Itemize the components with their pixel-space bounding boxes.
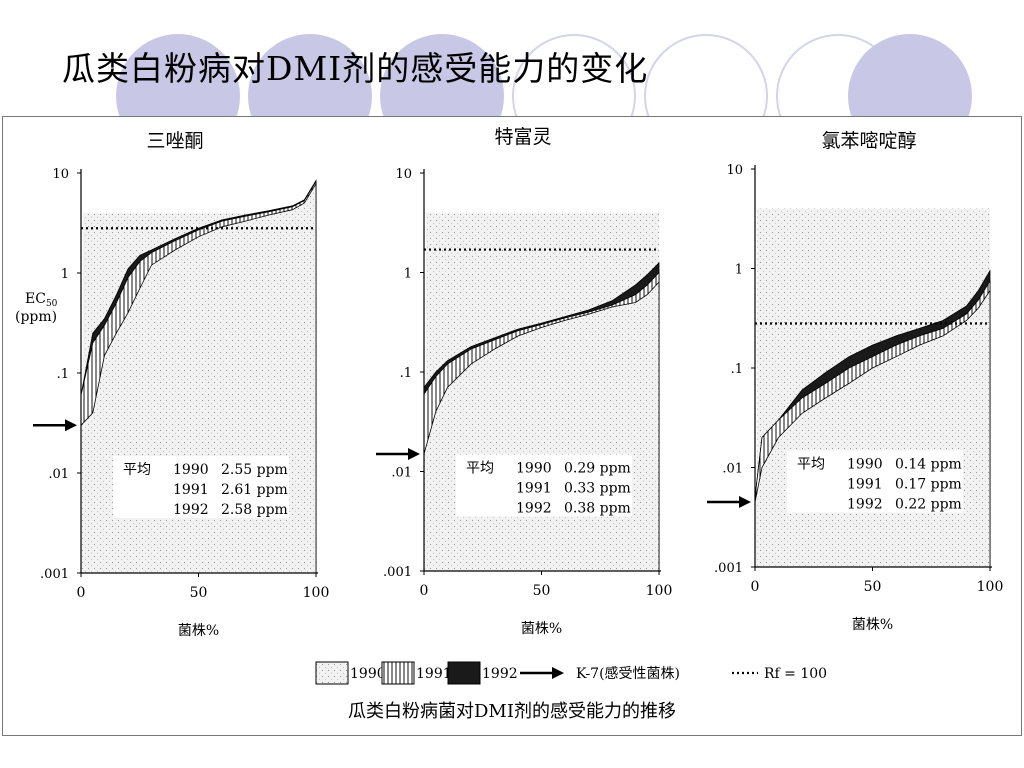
figure-caption: 瓜类白粉病菌对DMI剂的感受能力的推移 <box>348 701 676 722</box>
mean-box <box>456 454 632 517</box>
y-axis-label: EC50 <box>25 291 58 309</box>
k7-arrow-head <box>739 496 751 509</box>
legend-swatch-1992 <box>447 661 481 685</box>
x-axis-label: 菌株% <box>178 623 219 639</box>
y-tick-label: .001 <box>714 561 743 576</box>
legend-label-1992: 1992 <box>482 666 518 682</box>
mean-value: 0.29 ppm <box>564 461 631 477</box>
y-tick-label: 10 <box>52 167 69 182</box>
slide-title: 瓜类白粉病对DMI剂的感受能力的变化 <box>62 49 649 88</box>
mean-year: 1991 <box>847 477 883 493</box>
legend-swatch-1991 <box>381 661 415 685</box>
mean-box <box>787 450 963 513</box>
mean-value: 0.33 ppm <box>564 481 631 497</box>
legend-swatch-1990 <box>315 661 349 685</box>
y-tick-label: 1 <box>61 267 69 282</box>
chart-2: 特富灵 10 1 .1 .01 .001 0 50 100 菌株% 平均 1990 0.29 ppm 19… <box>376 126 672 637</box>
y-tick-label: 1 <box>735 263 743 278</box>
mean-year: 1990 <box>516 461 552 477</box>
mean-box <box>113 455 289 518</box>
y-tick-label: .1 <box>57 367 69 382</box>
mean-year: 1990 <box>173 462 209 478</box>
x-tick-label: 50 <box>190 585 208 601</box>
chart-title: 氯苯嘧啶醇 <box>821 130 916 152</box>
x-axis-label: 菌株% <box>521 621 562 637</box>
y-tick-label: .1 <box>400 366 412 381</box>
mean-value: 0.22 ppm <box>895 497 962 513</box>
y-tick-label: .01 <box>722 462 743 477</box>
y-tick-label: .01 <box>48 467 69 482</box>
k7-arrow-head <box>65 419 77 432</box>
k7-arrow-head <box>408 447 420 460</box>
mean-value: 2.55 ppm <box>221 462 288 478</box>
x-tick-label: 100 <box>303 585 330 601</box>
mean-label: 平均 <box>797 457 825 473</box>
chart-1: 三唑酮 10 1 .1 .01 .001 0 50 100 菌株% 平均 1990 2.55 ppm 19… <box>33 130 329 639</box>
mean-year: 1992 <box>173 502 209 518</box>
y-tick-label: .01 <box>391 466 412 481</box>
y-tick-label: 10 <box>726 163 743 178</box>
mean-value: 0.14 ppm <box>895 457 962 473</box>
x-axis-label: 菌株% <box>852 617 893 633</box>
mean-year: 1991 <box>173 482 209 498</box>
y-tick-label: 10 <box>395 167 412 182</box>
x-tick-label: 0 <box>751 579 760 595</box>
x-tick-label: 100 <box>646 583 673 599</box>
y-tick-label: .1 <box>731 362 743 377</box>
legend-arrow-label: K-7(感受性菌株) <box>576 665 680 682</box>
y-tick-label: 1 <box>404 267 412 282</box>
x-tick-label: 50 <box>533 583 551 599</box>
legend-label-1990: 1990 <box>350 666 386 682</box>
legend-dotted-label: Rf = 100 <box>764 666 827 682</box>
mean-label: 平均 <box>123 462 151 478</box>
mean-label: 平均 <box>466 461 494 477</box>
x-tick-label: 0 <box>420 583 429 599</box>
mean-value: 2.58 ppm <box>221 502 288 518</box>
mean-year: 1992 <box>516 501 552 517</box>
chart-3: 氯苯嘧啶醇 10 1 .1 .01 .001 0 50 100 菌株% 平均 1990 0.14 ppm… <box>707 130 1003 633</box>
legend-label-1991: 1991 <box>416 666 452 682</box>
figure-panel: 三唑酮 10 1.1.01.001 0 50 100 菌株% 平均 1990 2.55 ppm 19… <box>2 116 1022 736</box>
y-axis-unit: (ppm) <box>15 309 57 325</box>
x-tick-label: 100 <box>977 579 1004 595</box>
mean-year: 1992 <box>847 497 883 513</box>
legend-arrow-head <box>552 667 564 679</box>
x-tick-label: 50 <box>864 579 882 595</box>
mean-year: 1990 <box>847 457 883 473</box>
mean-year: 1991 <box>516 481 552 497</box>
mean-value: 2.61 ppm <box>221 482 288 498</box>
x-tick-label: 0 <box>77 585 86 601</box>
chart-title: 三唑酮 <box>146 130 203 152</box>
mean-value: 0.17 ppm <box>895 477 962 493</box>
chart-title: 特富灵 <box>494 126 551 148</box>
mean-value: 0.38 ppm <box>564 501 631 517</box>
y-tick-label: .001 <box>40 567 69 582</box>
y-tick-label: .001 <box>383 565 412 580</box>
legend: 1990 1991 1992 K-7(感受性菌株) Rf = 100 <box>315 661 827 685</box>
